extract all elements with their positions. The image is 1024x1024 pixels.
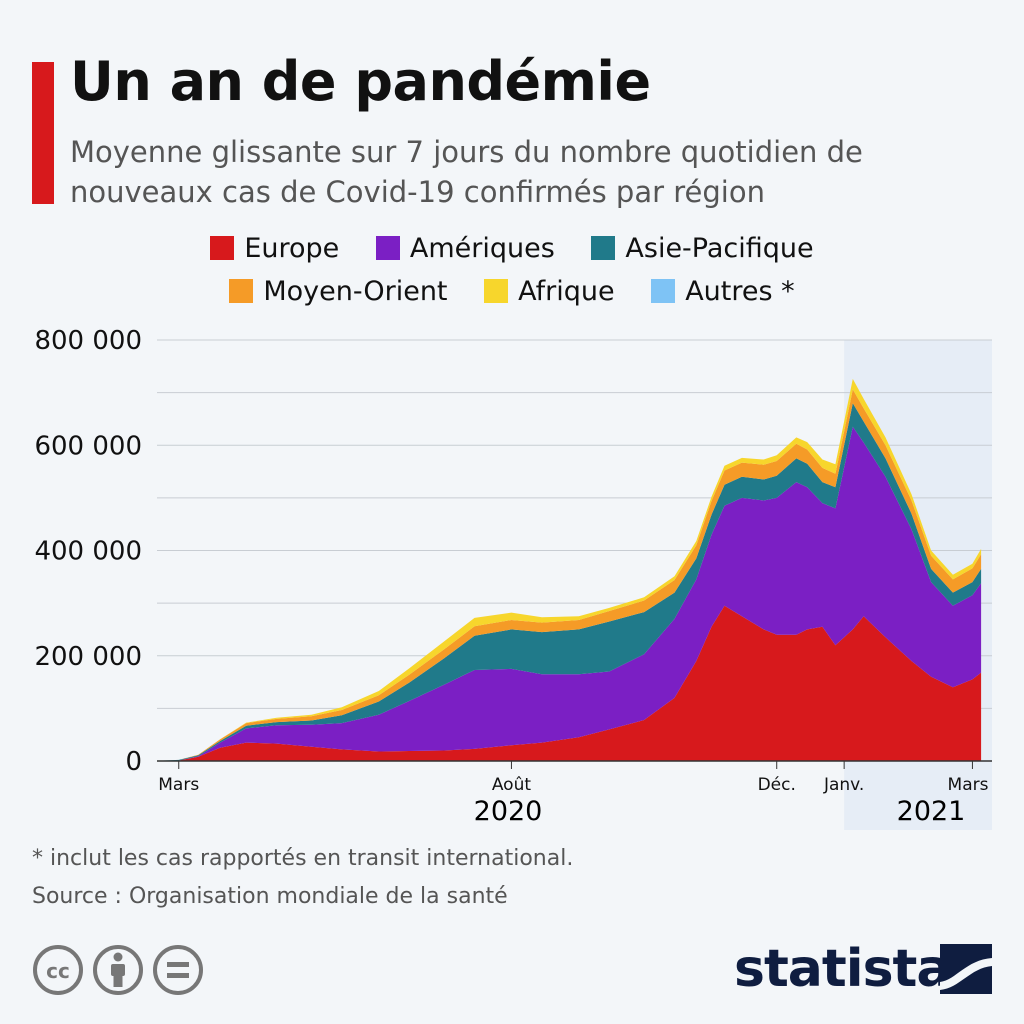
creative-commons-icon: cc xyxy=(33,945,83,995)
statista-logo: statista xyxy=(734,939,992,996)
legend-item-ameriques: Amériques xyxy=(375,233,555,264)
chart: 0 200 000 400 000 600 000 800 000 Mars Août Dé… xyxy=(34,326,992,830)
legend-label-autres: Autres * xyxy=(685,276,795,307)
legend-item-moyen-orient: Moyen-Orient xyxy=(229,276,448,307)
x-axis-ticks: Mars Août Déc. Janv. Mars xyxy=(158,761,989,795)
legend-label-europe: Europe xyxy=(244,233,340,264)
legend-swatch-ameriques xyxy=(375,236,400,260)
legend-label-ameriques: Amériques xyxy=(409,233,555,264)
legend-label-moyen-orient: Moyen-Orient xyxy=(263,276,448,307)
legend-swatch-asie-pacifique xyxy=(591,236,616,260)
y-tick-label: 800 000 xyxy=(34,326,142,356)
x-tick-label: Janv. xyxy=(823,775,864,795)
y-tick-label: 600 000 xyxy=(34,431,142,461)
x-tick-label: Mars xyxy=(948,775,989,795)
x-tick-label: Déc. xyxy=(758,775,796,795)
x-tick-label: Mars xyxy=(158,775,199,795)
page-title: Un an de pandémie xyxy=(70,50,651,113)
legend-swatch-moyen-orient xyxy=(229,279,254,303)
legend-item-europe: Europe xyxy=(210,233,339,264)
page-subtitle: Moyenne glissante sur 7 jours du nombre … xyxy=(70,135,863,209)
footnote: * inclut les cas rapportés en transit in… xyxy=(32,846,574,871)
stacked-areas xyxy=(157,378,982,761)
y-tick-label: 400 000 xyxy=(34,537,142,567)
year-label-2020: 2020 xyxy=(474,796,543,827)
statista-wordmark: statista xyxy=(734,939,950,996)
area-ameriques xyxy=(157,426,982,761)
legend-swatch-afrique xyxy=(484,279,509,303)
legend-swatch-autres xyxy=(651,279,676,303)
area-europe xyxy=(157,605,982,761)
legend-item-afrique: Afrique xyxy=(484,276,615,307)
area-asie-pacifique xyxy=(157,403,982,761)
accent-bar xyxy=(32,62,54,204)
legend-row-2: Moyen-Orient Afrique Autres * xyxy=(0,276,1024,307)
y-axis-ticks: 0 200 000 400 000 600 000 800 000 xyxy=(34,326,142,777)
no-derivatives-icon xyxy=(153,945,203,995)
year-label-2021: 2021 xyxy=(897,796,966,827)
y-tick-label: 0 xyxy=(125,747,142,777)
legend-swatch-europe xyxy=(210,236,235,260)
legend-label-asie-pacifique: Asie-Pacifique xyxy=(625,233,814,264)
x-tick-label: Août xyxy=(492,775,532,795)
legend-item-asie-pacifique: Asie-Pacifique xyxy=(591,233,814,264)
attribution-icon xyxy=(93,945,143,995)
legend-item-autres: Autres * xyxy=(651,276,795,307)
source-note: Source : Organisation mondiale de la san… xyxy=(32,884,508,909)
y-tick-label: 200 000 xyxy=(34,642,142,672)
legend-row-1: Europe Amériques Asie-Pacifique xyxy=(0,233,1024,264)
legend-label-afrique: Afrique xyxy=(518,276,615,307)
svg-text:cc: cc xyxy=(46,959,70,983)
